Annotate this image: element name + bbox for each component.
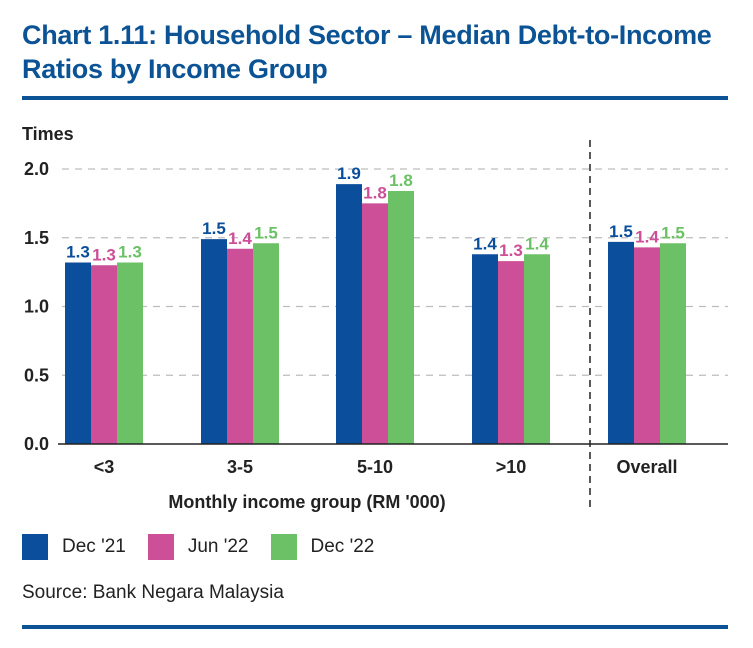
bar-value-label: 1.3 [66,243,90,262]
bar [524,254,550,444]
bar [91,265,117,444]
chart-title: Chart 1.11: Household Sector – Median De… [22,20,712,84]
bar-chart: Times 0.00.51.01.52.0 1.3 1.3 1.31.51.4 1.5… [22,124,728,512]
bar [65,262,91,444]
bar-value-label: 1.8 [363,183,387,202]
bar [472,254,498,444]
bar [388,191,414,444]
bar-value-label: 1.5 [609,222,633,241]
bar-value-label: 1.5 [254,223,278,242]
y-tick-label: 0.0 [24,434,49,454]
x-tick-label: 3-5 [227,457,253,477]
source-note: Source: Bank Negara Malaysia [22,582,284,603]
bar-value-label: 1.3 [92,245,116,264]
bar-value-label: 1.4 [525,234,549,253]
footer-divider [22,625,728,629]
legend: Dec '21 Jun '22 Dec '22 [22,534,396,560]
bar [201,239,227,444]
bar [336,184,362,444]
y-tick-label: 0.5 [24,365,49,385]
legend-swatch-dec-22 [270,534,297,560]
bar [498,261,524,444]
bar-value-label: 1.5 [202,219,226,238]
legend-item-jun-22: Jun '22 [147,534,249,560]
bar-value-label: 1.9 [337,164,361,183]
legend-label: Dec '22 [310,536,375,557]
bar-value-label: 1.5 [661,223,685,242]
x-tick-label: <3 [94,457,115,477]
bar [227,248,253,444]
legend-label: Jun '22 [187,536,249,557]
bar-value-label: 1.8 [389,171,413,190]
bar [362,203,388,444]
bar [117,262,143,444]
bar [660,243,686,444]
legend-item-dec-22: Dec '22 [270,534,375,560]
x-tick-label: Overall [616,457,677,477]
bar-value-label: 1.3 [118,243,142,262]
gridlines [62,168,728,376]
y-axis-title: Times [22,124,74,144]
legend-swatch-jun-22 [147,534,174,560]
y-tick-label: 2.0 [24,159,49,179]
bar-value-labels: 1.3 1.3 1.31.51.4 1.51.91.81.81.4 1.3 1.41.5 1… [66,164,685,264]
bar [608,241,634,444]
bar-value-label: 1.4 [228,229,252,248]
bar-value-label: 1.4 [473,234,497,253]
bars [65,184,686,444]
x-tick-labels: <3 3-5 5-10 >10 Overall [94,457,678,477]
legend-item-dec-21: Dec '21 [22,534,126,560]
y-tick-label: 1.0 [24,297,49,317]
legend-swatch-dec-21 [22,534,48,560]
y-tick-labels: 0.0 0.5 1.0 1.5 2.0 [24,159,49,454]
bar [634,247,660,444]
y-tick-label: 1.5 [24,228,49,248]
bar [253,243,279,444]
title-divider [22,96,728,100]
x-tick-label: >10 [496,457,527,477]
bar-value-label: 1.4 [635,227,659,246]
x-tick-label: 5-10 [357,457,393,477]
legend-label: Dec '21 [62,536,126,557]
x-axis-title: Monthly income group (RM '000) [168,492,445,512]
bar-value-label: 1.3 [499,241,523,260]
